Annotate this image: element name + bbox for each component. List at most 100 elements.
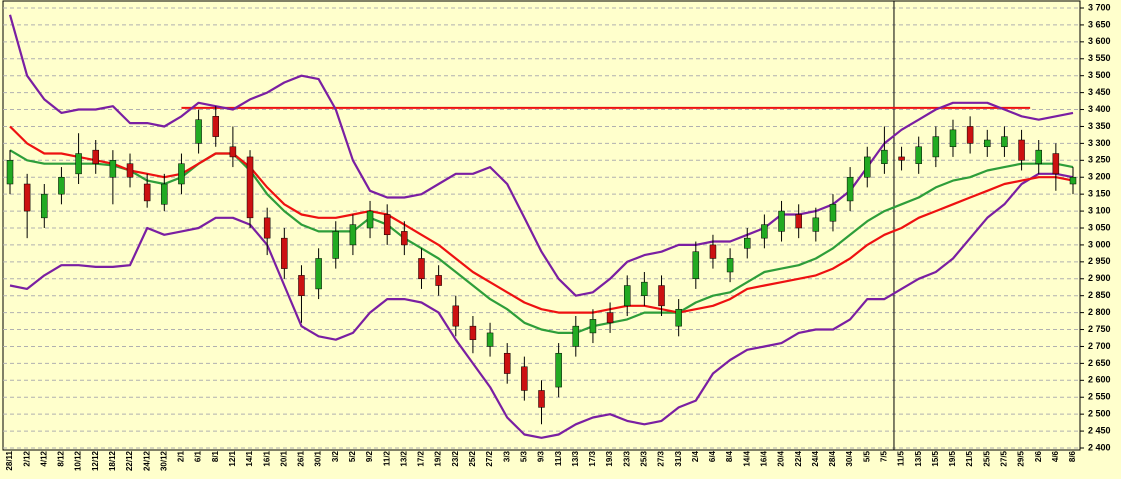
x-tick-label: 22/4 <box>794 450 803 466</box>
y-tick-label: 3 350 <box>1088 121 1111 131</box>
x-tick-label: 11/3 <box>554 450 563 466</box>
candle-body <box>606 312 614 324</box>
x-tick-label: 15/5 <box>931 450 940 466</box>
candle-body <box>161 183 168 205</box>
x-tick-label: 8/4 <box>725 450 734 462</box>
x-tick-label: 4/6 <box>1051 450 1060 462</box>
candle-body <box>452 305 460 327</box>
x-tick-label: 3/3 <box>502 450 511 462</box>
x-tick-label: 7/5 <box>880 450 889 462</box>
y-tick-label: 2 550 <box>1088 392 1111 402</box>
candle-body <box>126 163 134 178</box>
y-tick-label: 3 400 <box>1088 104 1111 114</box>
y-tick-label: 2 800 <box>1088 307 1111 317</box>
candle-body <box>366 210 374 229</box>
candle-body <box>915 146 922 164</box>
candle-body <box>778 210 785 232</box>
candle-body <box>143 183 151 202</box>
y-tick-label: 2 700 <box>1088 341 1111 351</box>
x-tick-label: 23/3 <box>622 450 631 466</box>
candle-body <box>1001 136 1008 148</box>
candle-body <box>298 275 305 296</box>
candle-body <box>229 146 237 158</box>
candle-body <box>41 193 48 219</box>
candle-body <box>195 119 202 144</box>
x-tick-label: 18/12 <box>108 450 117 471</box>
candle-body <box>761 224 768 239</box>
candle-body <box>6 160 14 185</box>
x-tick-label: 19/5 <box>948 450 957 466</box>
y-tick-label: 2 650 <box>1088 358 1111 368</box>
candle-body <box>675 308 682 327</box>
y-tick-label: 2 450 <box>1088 425 1111 435</box>
candle-body <box>881 149 888 164</box>
x-tick-label: 20/4 <box>777 450 786 466</box>
x-tick-label: 29/5 <box>1017 450 1026 466</box>
candle-body <box>864 156 871 178</box>
candle-body <box>332 231 340 259</box>
candle-body <box>469 325 477 340</box>
x-tick-label: 19/3 <box>605 450 614 466</box>
x-tick-label: 28/11 <box>5 450 14 470</box>
candle-body <box>178 163 185 185</box>
x-tick-label: 13/5 <box>914 450 923 466</box>
candle-body <box>658 285 665 307</box>
x-tick-label: 31/3 <box>674 450 683 466</box>
x-tick-label: 26/1 <box>297 450 306 466</box>
candle-body <box>538 390 545 408</box>
candle-body <box>641 281 648 296</box>
candle-body <box>401 231 408 246</box>
x-tick-label: 3/2 <box>331 450 340 462</box>
x-tick-label: 30/1 <box>314 450 323 466</box>
x-tick-label: 22/12 <box>125 450 134 471</box>
x-tick-label: 27/2 <box>485 450 494 466</box>
y-tick-label: 3 200 <box>1088 172 1111 182</box>
x-tick-label: 11/5 <box>897 450 906 466</box>
y-tick-label: 3 250 <box>1088 155 1111 165</box>
candle-body <box>555 352 562 388</box>
candle-body <box>984 139 991 148</box>
candle-body <box>932 136 940 158</box>
indicator-line <box>9 172 1074 439</box>
candle-body <box>418 258 425 280</box>
x-tick-label: 24/4 <box>811 450 820 466</box>
y-tick-label: 3 050 <box>1088 222 1111 232</box>
candle-body <box>281 237 288 269</box>
x-tick-label: 9/2 <box>365 450 374 462</box>
candle-body <box>246 156 254 219</box>
x-tick-label: 10/12 <box>74 450 83 471</box>
x-tick-label: 16/4 <box>759 450 768 466</box>
x-tick-label: 14/4 <box>742 450 751 466</box>
x-tick-label: 6/4 <box>708 450 717 462</box>
candle-body <box>829 204 837 222</box>
x-tick-label: 5/2 <box>348 450 357 462</box>
candle-body <box>349 224 357 246</box>
candle-body <box>1018 139 1025 161</box>
indicator-line <box>8 14 1074 297</box>
candle-body <box>212 116 219 137</box>
x-tick-label: 24/12 <box>142 450 151 471</box>
y-tick-label: 2 500 <box>1088 409 1111 419</box>
candle-body <box>812 217 820 232</box>
candle-body <box>23 183 31 212</box>
candle-body <box>709 244 717 259</box>
y-tick-label: 2 950 <box>1088 256 1111 266</box>
candle-body <box>795 214 802 229</box>
x-tick-label: 25/5 <box>982 450 991 466</box>
x-tick-label: 16/1 <box>262 450 271 466</box>
candle-body <box>743 237 751 249</box>
x-tick-label: 4/12 <box>39 450 48 466</box>
y-tick-label: 3 000 <box>1088 239 1111 249</box>
x-tick-label: 12/1 <box>228 450 237 466</box>
candle-body <box>1069 176 1077 185</box>
y-tick-label: 3 450 <box>1088 87 1111 97</box>
indicator-line <box>9 149 1074 334</box>
x-tick-label: 21/5 <box>965 450 974 466</box>
x-tick-label: 27/5 <box>1000 450 1009 466</box>
y-tick-label: 3 650 <box>1088 19 1111 29</box>
y-tick-label: 2 900 <box>1088 273 1111 283</box>
x-tick-label: 8/1 <box>211 450 220 462</box>
candle-body <box>503 352 511 374</box>
x-tick-label: 6/1 <box>194 450 203 462</box>
